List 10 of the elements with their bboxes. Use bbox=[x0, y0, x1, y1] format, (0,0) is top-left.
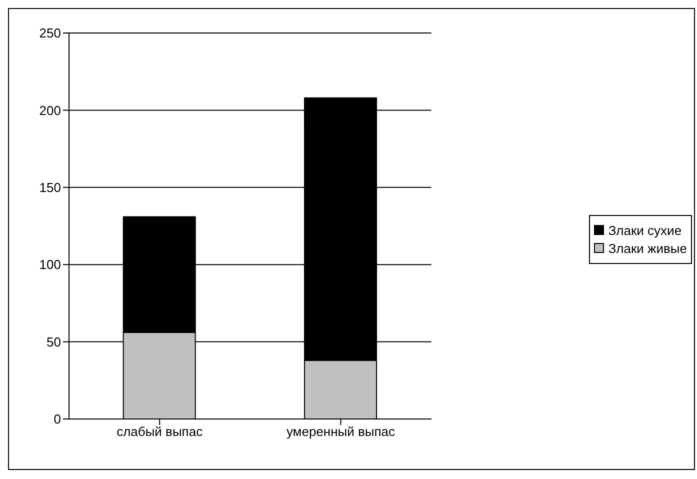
y-tick-label: 50 bbox=[46, 334, 61, 350]
y-tick-label: 100 bbox=[39, 257, 61, 272]
y-tick-label: 0 bbox=[54, 412, 61, 427]
x-tick-label: слабый выпас bbox=[116, 424, 204, 440]
y-tick-label: 150 bbox=[39, 180, 61, 196]
legend-label: Злаки живые bbox=[608, 240, 687, 256]
legend-label: Злаки сухие bbox=[608, 222, 682, 238]
x-tick-label: умеренный выпас bbox=[286, 424, 396, 440]
y-tick-label: 200 bbox=[39, 102, 61, 118]
y-tick-label: 250 bbox=[39, 26, 61, 41]
